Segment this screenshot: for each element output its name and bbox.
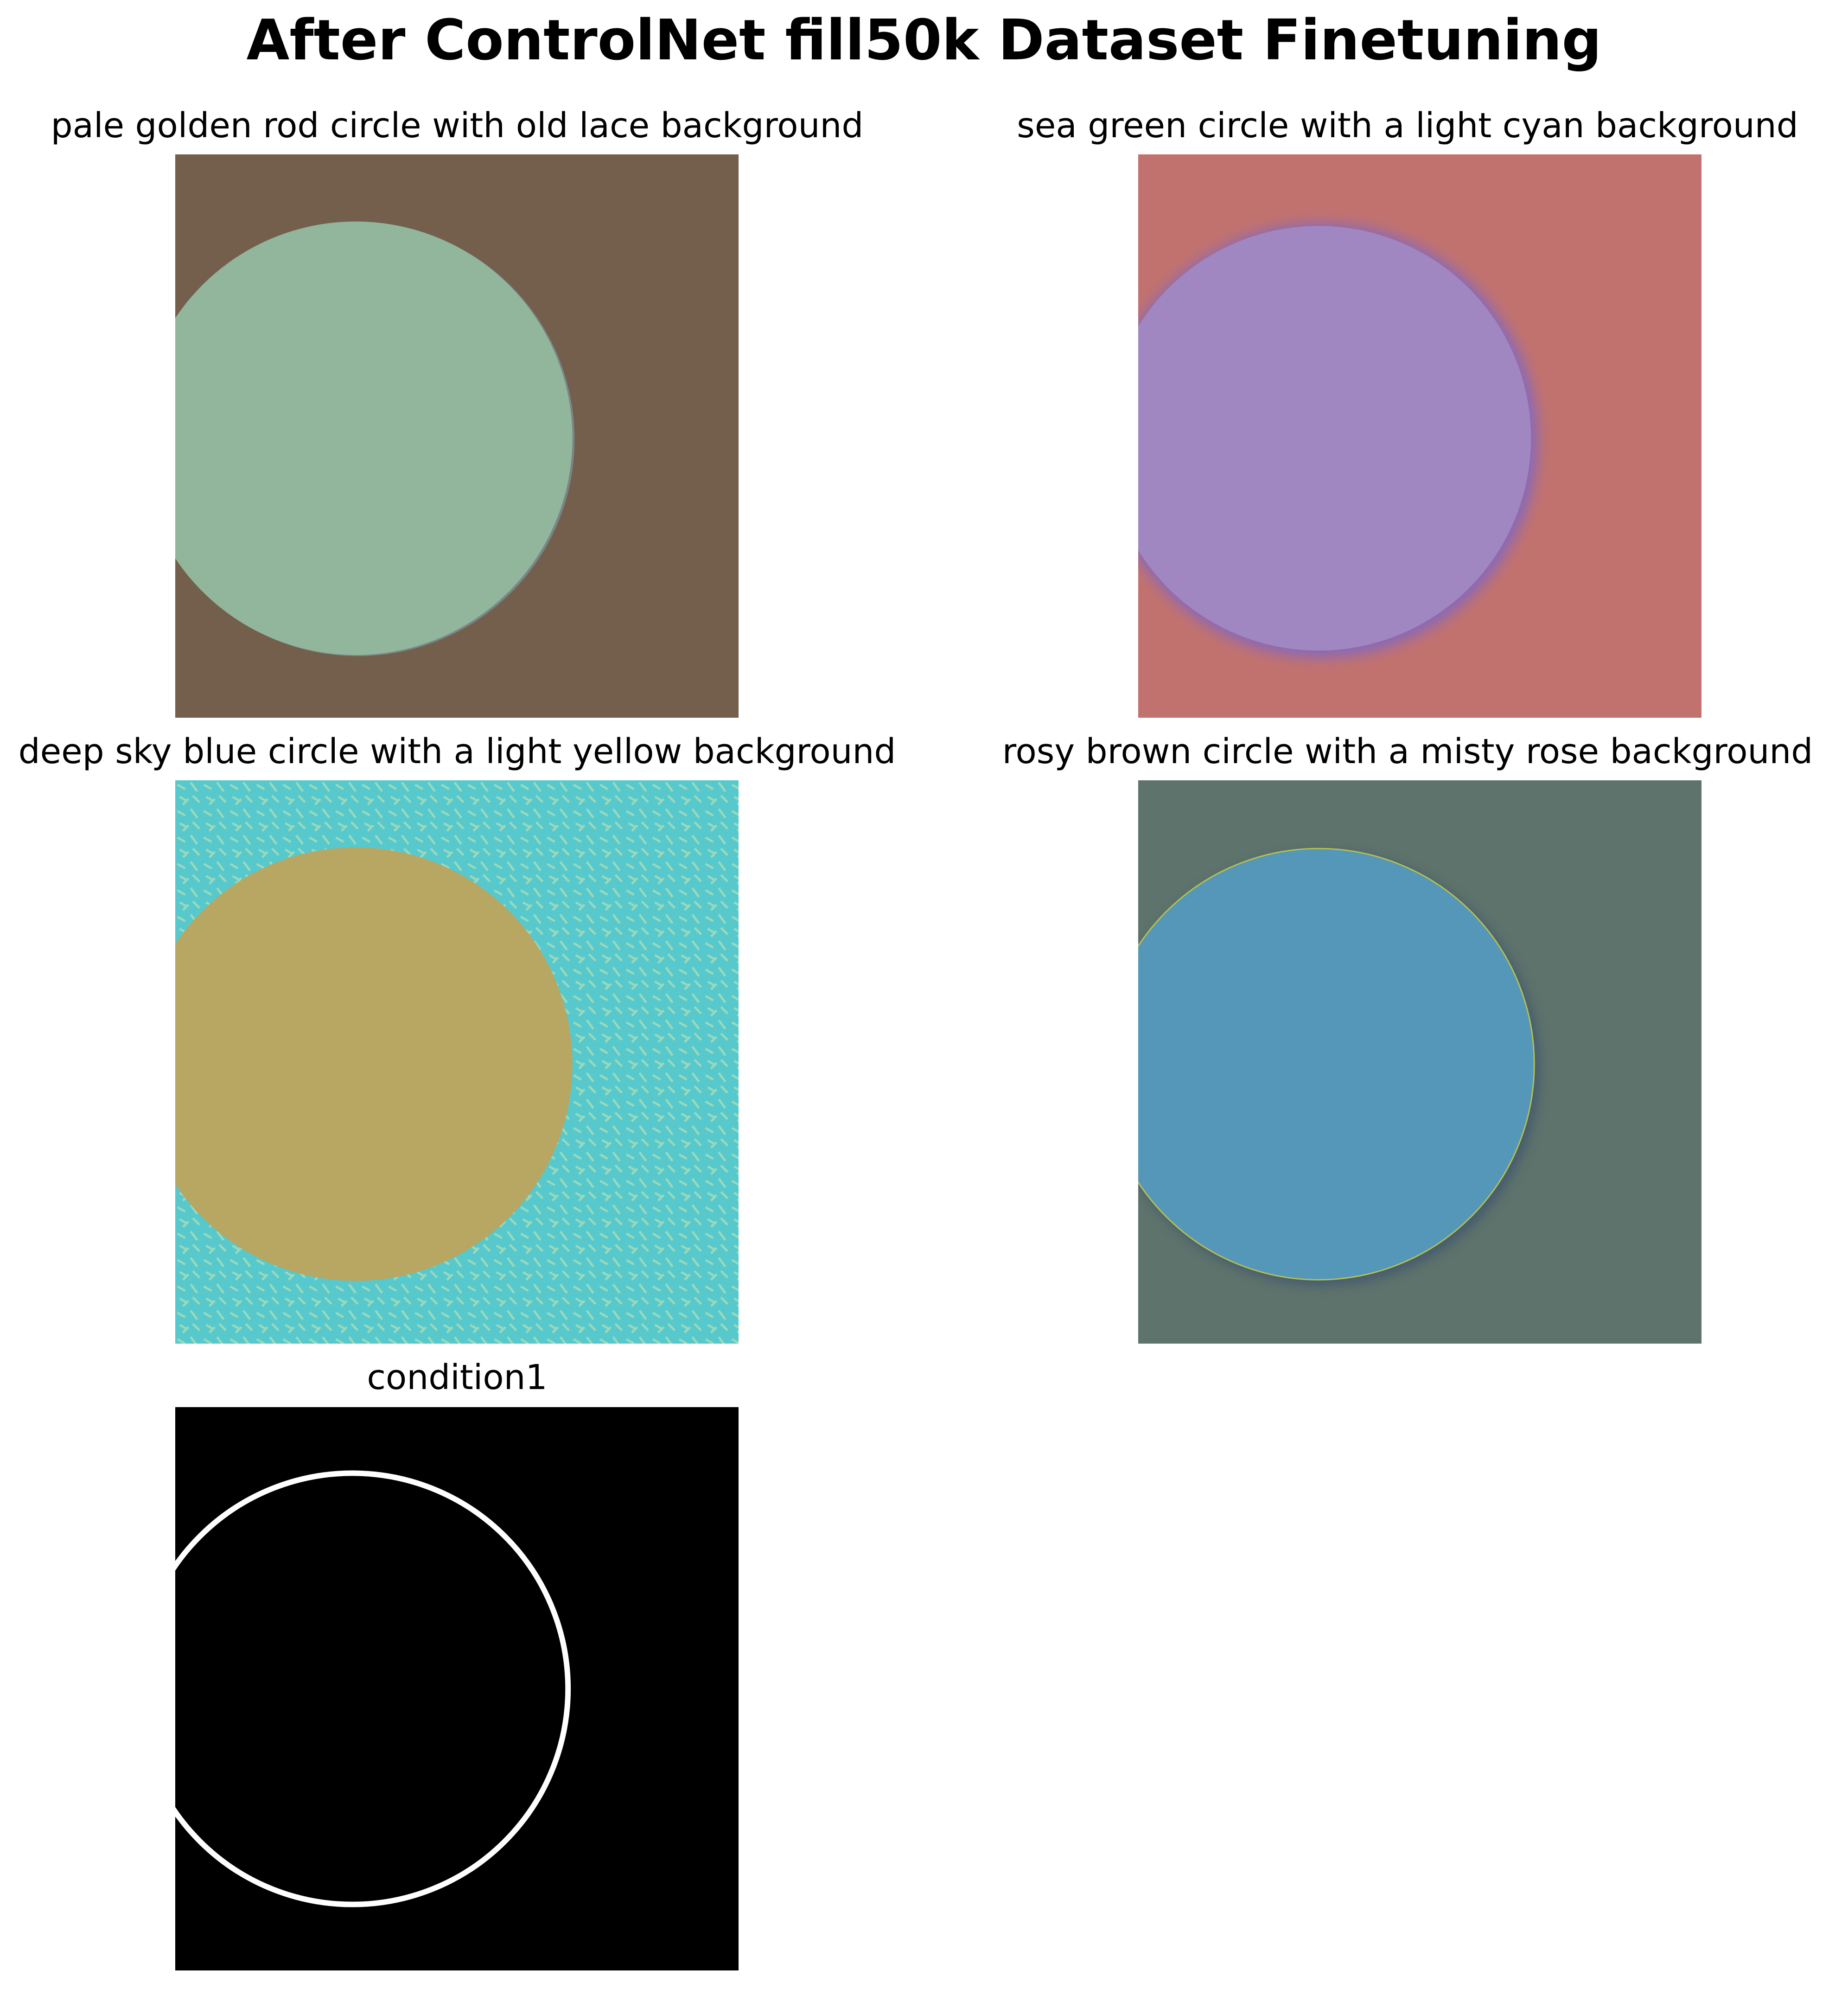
panel-4-caption: rosy brown circle with a misty rose back… (1002, 732, 1813, 771)
figure-title: After ControlNet fill50k Dataset Finetun… (246, 8, 1602, 73)
panel-2-image (1138, 154, 1701, 718)
panel-4-circle (1138, 848, 1535, 1281)
panel-5-caption: condition1 (367, 1358, 548, 1397)
panel-3-circle (175, 847, 573, 1281)
panel-1-caption: pale golden rod circle with old lace bac… (51, 106, 864, 146)
panel-3-caption: deep sky blue circle with a light yellow… (18, 732, 896, 771)
panel-4-image (1138, 780, 1701, 1344)
panel-2-caption: sea green circle with a light cyan backg… (1017, 106, 1798, 146)
panel-2-circle (1138, 226, 1531, 651)
panel-1-image (175, 154, 739, 718)
panel-3-image (175, 780, 739, 1344)
panel-1-circle (175, 221, 573, 655)
panel-5-image (175, 1407, 739, 1970)
panel-5-ring (175, 1470, 571, 1907)
